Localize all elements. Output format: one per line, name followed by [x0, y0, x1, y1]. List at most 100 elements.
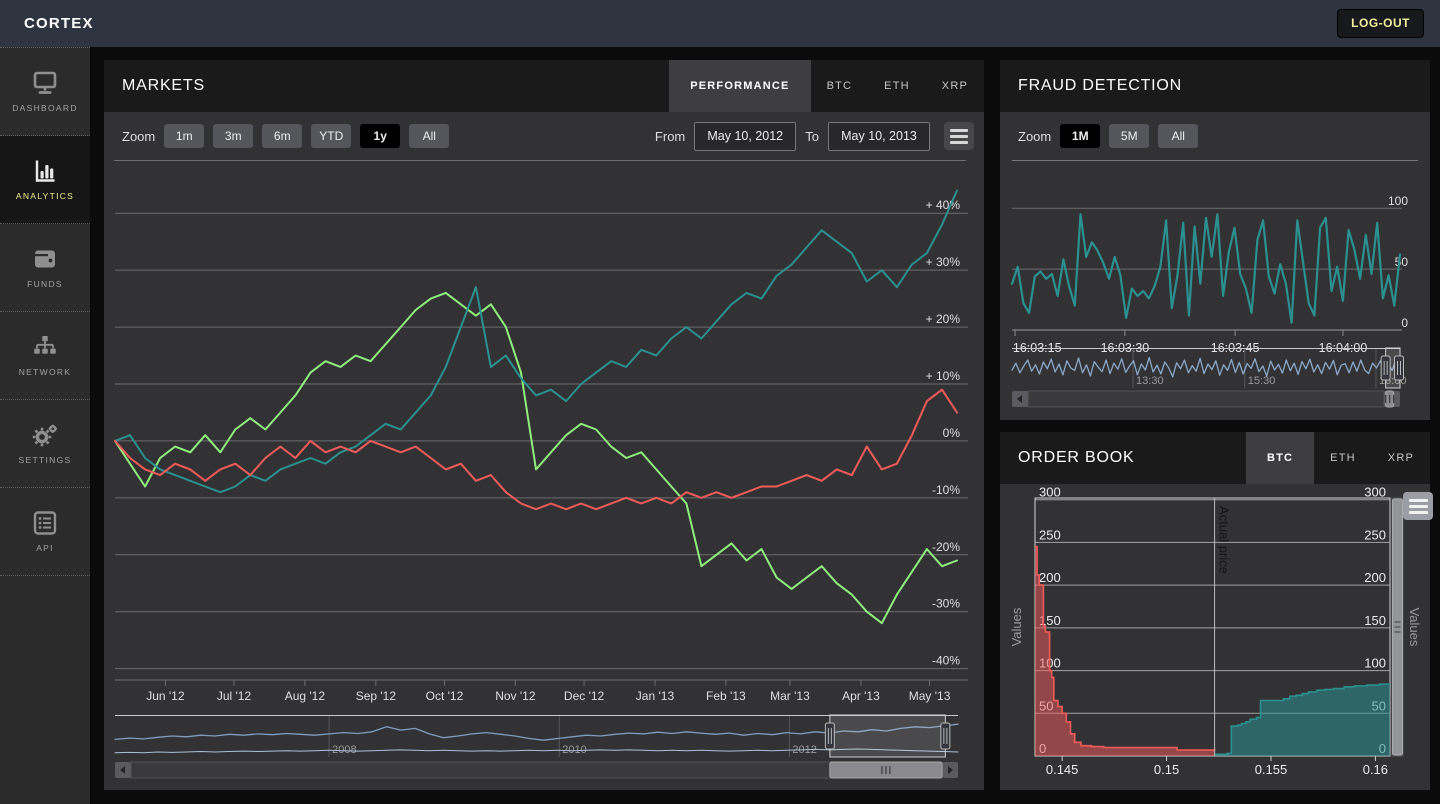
scrollbar-left-arrow[interactable]	[115, 762, 131, 778]
orderbook-header: ORDER BOOK BTC ETH XRP	[1000, 432, 1430, 484]
tab-eth[interactable]: ETH	[884, 80, 910, 92]
orderbook-depth-chart[interactable]: 0050501001001501502002002502503003000.14…	[1000, 484, 1430, 790]
svg-text:250: 250	[1364, 527, 1386, 542]
to-label: To	[805, 128, 819, 144]
sidebar-item-network[interactable]: NETWORK	[0, 312, 90, 400]
markets-tabs: PERFORMANCE BTC ETH XRP	[669, 60, 984, 112]
list-icon	[33, 511, 57, 535]
svg-text:2010: 2010	[562, 744, 586, 756]
zoom-1m-button[interactable]: 1m	[164, 124, 205, 148]
fraud-title: FRAUD DETECTION	[1018, 77, 1182, 94]
gears-icon	[32, 424, 57, 447]
wallet-icon	[35, 250, 55, 268]
orderbook-panel: ORDER BOOK BTC ETH XRP 00505010010015015…	[1000, 432, 1433, 790]
orderbook-tab-eth[interactable]: ETH	[1330, 452, 1356, 464]
bar-chart-icon	[35, 160, 55, 182]
svg-text:Values: Values	[1009, 607, 1024, 646]
svg-text:+ 20%: + 20%	[926, 312, 961, 326]
svg-text:Aug '12: Aug '12	[285, 689, 326, 703]
zoom-all-button[interactable]: All	[409, 124, 450, 148]
sidebar-item-label: SETTINGS	[18, 455, 72, 465]
markets-navigator[interactable]: 2008 2010 2012	[104, 710, 984, 790]
orderbook-title: ORDER BOOK	[1018, 449, 1135, 466]
svg-text:13:30: 13:30	[1136, 375, 1164, 387]
svg-text:15:30: 15:30	[1248, 375, 1276, 387]
sidebar-item-dashboard[interactable]: DASHBOARD	[0, 48, 90, 136]
app-title: CORTEX	[24, 15, 94, 32]
zoom-ytd-button[interactable]: YTD	[311, 124, 352, 148]
svg-text:0%: 0%	[943, 426, 961, 440]
svg-text:-20%: -20%	[932, 540, 960, 554]
scrollbar-right-arrow[interactable]	[942, 762, 958, 778]
navigator-handle[interactable]	[1380, 355, 1391, 381]
navigator-handle[interactable]	[1394, 355, 1404, 381]
fraud-zoom-5m-button[interactable]: 5M	[1109, 124, 1150, 148]
chart-menu-button[interactable]	[944, 122, 974, 150]
scrollbar-left-arrow[interactable]	[1012, 391, 1028, 407]
tab-btc[interactable]: BTC	[826, 80, 853, 92]
navigator-handle[interactable]	[824, 722, 835, 750]
zoom-label: Zoom	[122, 128, 156, 144]
svg-text:Feb '13: Feb '13	[706, 689, 746, 703]
sidebar-item-settings[interactable]: SETTINGS	[0, 400, 90, 488]
orderbook-tabs: BTC ETH XRP	[1245, 432, 1430, 484]
fraud-zoom-1m-button[interactable]: 1M	[1060, 124, 1101, 148]
sidebar-item-funds[interactable]: FUNDS	[0, 224, 90, 312]
svg-text:100: 100	[1388, 194, 1408, 208]
svg-text:Jun '12: Jun '12	[146, 689, 185, 703]
svg-text:0.145: 0.145	[1046, 762, 1079, 777]
markets-header: MARKETS PERFORMANCE BTC ETH XRP	[104, 60, 984, 112]
svg-text:Jul '12: Jul '12	[217, 689, 252, 703]
zoom-label: Zoom	[1018, 128, 1052, 144]
svg-text:Sep '12: Sep '12	[356, 689, 397, 703]
svg-text:Oct '12: Oct '12	[426, 689, 464, 703]
orderbook-tab-btc[interactable]: BTC	[1245, 432, 1315, 484]
svg-text:Values: Values	[1407, 608, 1422, 647]
sidebar-item-analytics[interactable]: ANALYTICS	[0, 136, 90, 224]
sidebar-item-api[interactable]: API	[0, 488, 90, 576]
svg-text:0.15: 0.15	[1154, 762, 1179, 777]
orderbook-vertical-scrollbar[interactable]	[1391, 497, 1404, 757]
markets-performance-chart[interactable]: + 40% + 30% + 20% + 10% 0% -10% -20% -30% -40% Ju…	[104, 160, 984, 710]
scrollbar-thumb[interactable]	[829, 761, 943, 779]
orderbook-tab-xrp[interactable]: XRP	[1387, 452, 1414, 464]
to-date-input[interactable]	[828, 121, 930, 151]
svg-text:2008: 2008	[332, 744, 356, 756]
svg-text:150: 150	[1364, 613, 1386, 628]
tab-performance[interactable]: PERFORMANCE	[669, 60, 811, 112]
markets-toolbar: Zoom 1m 3m 6m YTD 1y All From To	[104, 112, 984, 160]
monitor-icon	[33, 71, 57, 94]
sidebar-item-label: API	[36, 543, 54, 553]
fraud-panel: FRAUD DETECTION Zoom 1M 5M All 100 50 0 16:…	[1000, 60, 1430, 420]
fraud-zoom-all-button[interactable]: All	[1158, 124, 1199, 148]
svg-text:0.16: 0.16	[1363, 762, 1388, 777]
zoom-3m-button[interactable]: 3m	[213, 124, 254, 148]
scrollbar-track[interactable]	[130, 761, 943, 779]
markets-panel: MARKETS PERFORMANCE BTC ETH XRP Zoom 1m …	[104, 60, 984, 790]
svg-text:+ 30%: + 30%	[926, 255, 961, 269]
from-label: From	[654, 128, 686, 144]
svg-text:+ 10%: + 10%	[926, 369, 961, 383]
logout-button[interactable]: LOG-OUT	[1337, 9, 1424, 38]
svg-text:May '13: May '13	[909, 689, 951, 703]
sidebar-item-label: ANALYTICS	[15, 191, 75, 201]
scrollbar-thumb[interactable]	[1385, 390, 1395, 408]
svg-text:Mar '13: Mar '13	[770, 689, 810, 703]
zoom-1y-button[interactable]: 1y	[360, 124, 401, 148]
svg-text:0: 0	[1401, 316, 1408, 330]
svg-text:Actual price: Actual price	[1217, 506, 1232, 574]
svg-text:0.155: 0.155	[1255, 762, 1288, 777]
orderbook-menu-button[interactable]	[1403, 492, 1433, 520]
tab-xrp[interactable]: XRP	[941, 80, 968, 92]
svg-text:Nov '12: Nov '12	[495, 689, 536, 703]
svg-text:200: 200	[1039, 570, 1061, 585]
navigator-handle[interactable]	[940, 722, 951, 750]
svg-text:-30%: -30%	[932, 597, 960, 611]
from-date-input[interactable]	[694, 121, 797, 151]
sidebar-item-label: FUNDS	[27, 279, 63, 289]
zoom-6m-button[interactable]: 6m	[262, 124, 303, 148]
scrollbar-track[interactable]	[1027, 390, 1385, 408]
svg-text:Jan '13: Jan '13	[636, 689, 675, 703]
